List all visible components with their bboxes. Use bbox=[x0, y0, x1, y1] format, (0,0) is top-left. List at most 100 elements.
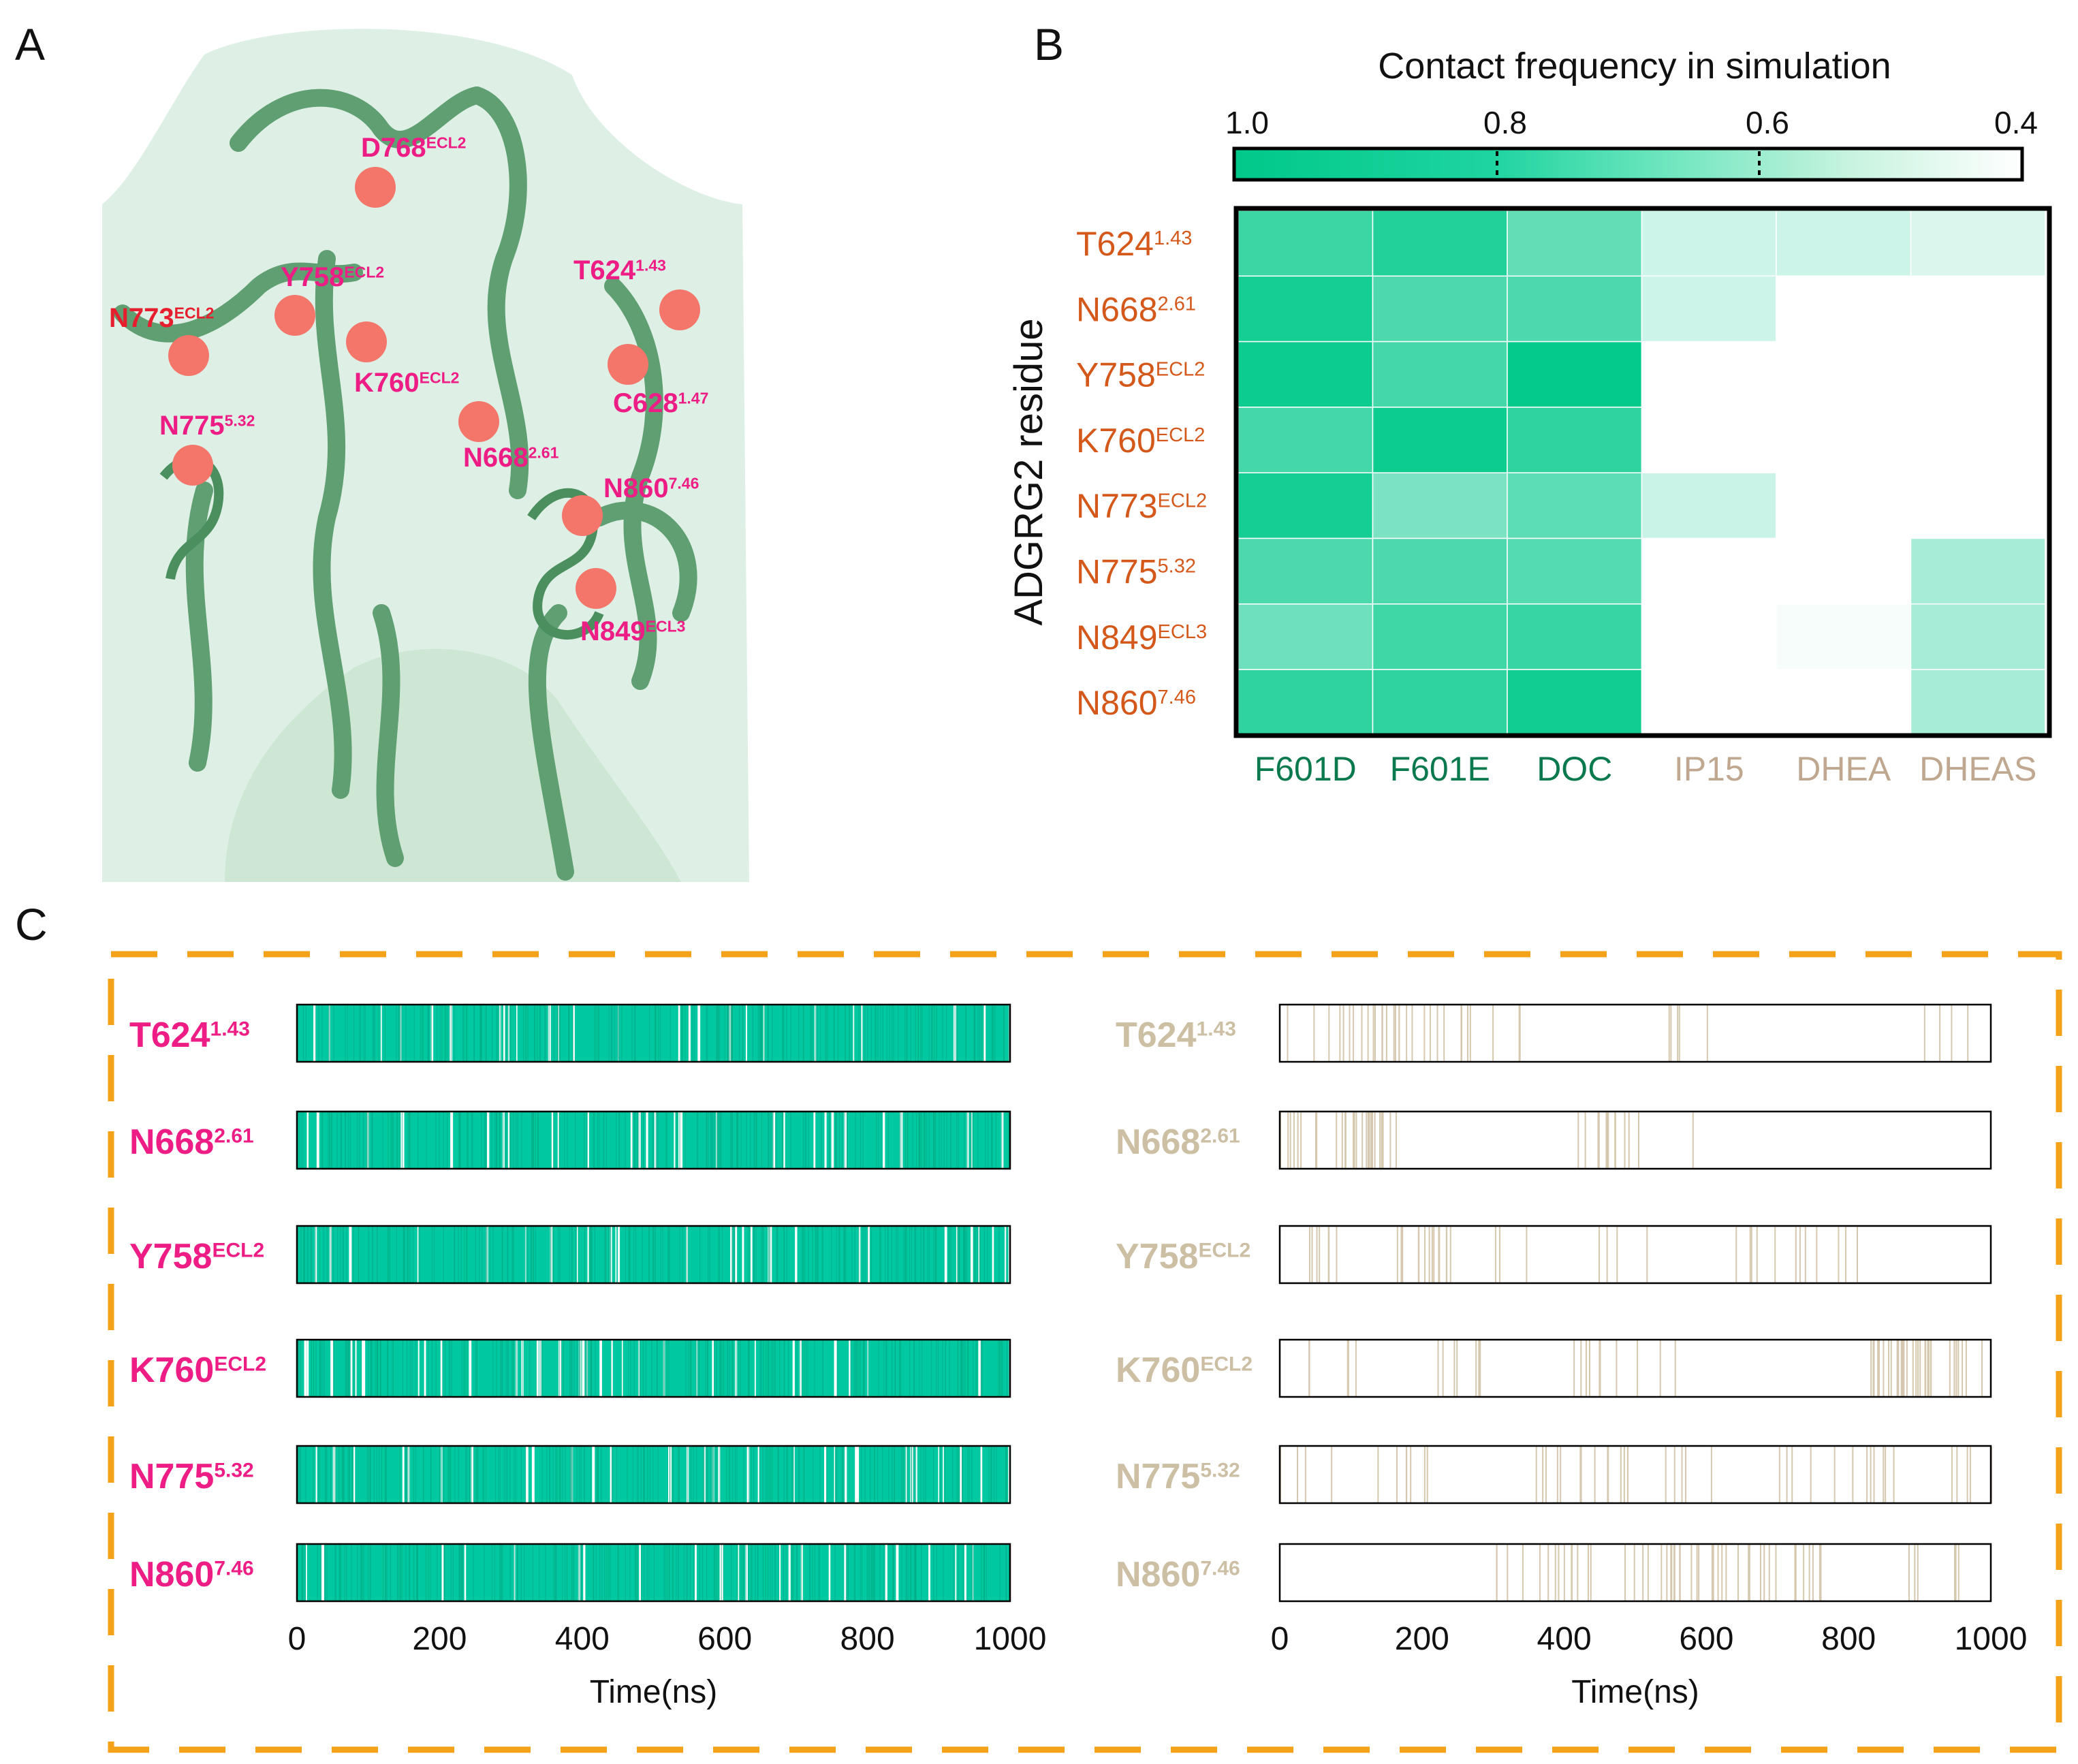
contact-event bbox=[657, 1112, 659, 1169]
contact-event bbox=[471, 1112, 473, 1169]
contact-event bbox=[349, 1446, 350, 1503]
contact-event bbox=[648, 1226, 650, 1283]
contact-event bbox=[835, 1112, 836, 1169]
contact-event bbox=[1492, 1005, 1494, 1062]
contact-event bbox=[1437, 1340, 1439, 1397]
contact-event bbox=[441, 1005, 443, 1062]
contact-event bbox=[1469, 1005, 1471, 1062]
contact-event bbox=[510, 1112, 511, 1169]
raster-panel-active: T6241.43N6682.61Y758ECL2K760ECL2N7755.32… bbox=[129, 1003, 1047, 1710]
contact-event bbox=[1293, 1112, 1295, 1169]
contact-event bbox=[1670, 1544, 1672, 1601]
raster-x-axis-active: 0 200 400 600 800 1000 Time(ns) bbox=[288, 1621, 1047, 1710]
contact-event bbox=[517, 1544, 518, 1601]
heatmap-cell bbox=[1776, 210, 1912, 277]
contact-event bbox=[1336, 1112, 1338, 1169]
contact-event bbox=[441, 1446, 442, 1503]
contact-gap bbox=[306, 1544, 307, 1601]
heatmap-row-label-n668: N6682.61 bbox=[1076, 290, 1196, 328]
contact-gap bbox=[911, 1446, 914, 1503]
contact-event bbox=[1547, 1544, 1549, 1601]
contact-event bbox=[695, 1340, 697, 1397]
contact-event bbox=[1816, 1226, 1818, 1283]
contact-event bbox=[807, 1340, 808, 1397]
contact-event bbox=[875, 1005, 877, 1062]
contact-event bbox=[870, 1544, 872, 1601]
contact-event bbox=[798, 1446, 800, 1503]
contact-event bbox=[591, 1226, 593, 1283]
contact-event bbox=[1954, 1544, 1956, 1601]
contact-event bbox=[770, 1446, 771, 1503]
contact-event bbox=[1594, 1446, 1596, 1503]
contact-event bbox=[915, 1544, 917, 1601]
contact-event bbox=[774, 1544, 776, 1601]
contact-event bbox=[366, 1446, 368, 1503]
contact-event bbox=[443, 1446, 445, 1503]
contact-event bbox=[763, 1005, 765, 1062]
contact-event bbox=[847, 1544, 849, 1601]
contact-event bbox=[351, 1446, 353, 1503]
heatmap-cell bbox=[1776, 275, 1912, 343]
raster-frame bbox=[1278, 1225, 1992, 1285]
contact-event bbox=[933, 1112, 934, 1169]
contact-event bbox=[593, 1112, 595, 1169]
contact-event bbox=[304, 1544, 306, 1601]
contact-event bbox=[864, 1226, 866, 1283]
contact-event bbox=[328, 1005, 329, 1062]
contact-event bbox=[578, 1446, 580, 1503]
panel-c-letter: C bbox=[15, 899, 48, 949]
contact-gap bbox=[853, 1005, 855, 1062]
contact-event bbox=[443, 1226, 444, 1283]
contact-event bbox=[855, 1340, 857, 1397]
contact-event bbox=[430, 1005, 432, 1062]
contact-event bbox=[513, 1340, 514, 1397]
heatmap-row-label-y758-superscript: ECL2 bbox=[1156, 359, 1206, 381]
contact-event bbox=[783, 1340, 785, 1397]
contact-event bbox=[560, 1446, 561, 1503]
residue-label-k760-superscript: ECL2 bbox=[420, 368, 460, 386]
contact-event bbox=[979, 1005, 981, 1062]
contact-fill bbox=[297, 1005, 1010, 1062]
colorbar-tick-1: 0.8 bbox=[1483, 105, 1527, 140]
contact-event bbox=[405, 1544, 407, 1601]
contact-gap bbox=[329, 1226, 332, 1283]
contact-event bbox=[533, 1226, 534, 1283]
contact-event bbox=[924, 1112, 926, 1169]
heatmap-row-label-n860-superscript: 7.46 bbox=[1158, 687, 1196, 708]
contact-event bbox=[723, 1340, 725, 1397]
contact-event bbox=[879, 1544, 881, 1601]
contact-gap bbox=[417, 1226, 419, 1283]
contact-event bbox=[759, 1446, 761, 1503]
contact-event bbox=[761, 1112, 763, 1169]
contact-gap bbox=[885, 1544, 887, 1601]
heatmap-cell bbox=[1372, 603, 1508, 670]
contact-event bbox=[499, 1544, 501, 1601]
raster-label-k760-name: K760 bbox=[1116, 1351, 1200, 1390]
heatmap-row-label-n849-superscript: ECL3 bbox=[1158, 621, 1208, 643]
raster-label-n668-name: N668 bbox=[1116, 1122, 1200, 1162]
contact-event bbox=[699, 1226, 701, 1283]
raster-frame bbox=[1278, 1445, 1992, 1505]
contact-event bbox=[802, 1226, 803, 1283]
contact-event bbox=[827, 1005, 828, 1062]
contact-event bbox=[501, 1340, 503, 1397]
contact-event bbox=[981, 1340, 983, 1397]
contact-event bbox=[625, 1226, 627, 1283]
residue-label-y758-superscript: ECL2 bbox=[344, 263, 384, 281]
heatmap-cell bbox=[1641, 341, 1777, 408]
x-tick-label: 200 bbox=[412, 1621, 467, 1657]
contact-event bbox=[1316, 1226, 1318, 1283]
contact-gap bbox=[978, 1340, 981, 1397]
contact-event bbox=[860, 1340, 862, 1397]
contact-event bbox=[509, 1112, 511, 1169]
contact-event bbox=[676, 1112, 678, 1169]
contact-event bbox=[883, 1340, 885, 1397]
contact-event bbox=[317, 1446, 319, 1503]
contact-gap bbox=[983, 1005, 986, 1062]
contact-event bbox=[1923, 1005, 1925, 1062]
contact-event bbox=[1690, 1544, 1693, 1601]
contact-event bbox=[979, 1226, 981, 1283]
contact-event bbox=[1670, 1005, 1672, 1062]
contact-event bbox=[956, 1005, 958, 1062]
contact-event bbox=[375, 1340, 376, 1397]
